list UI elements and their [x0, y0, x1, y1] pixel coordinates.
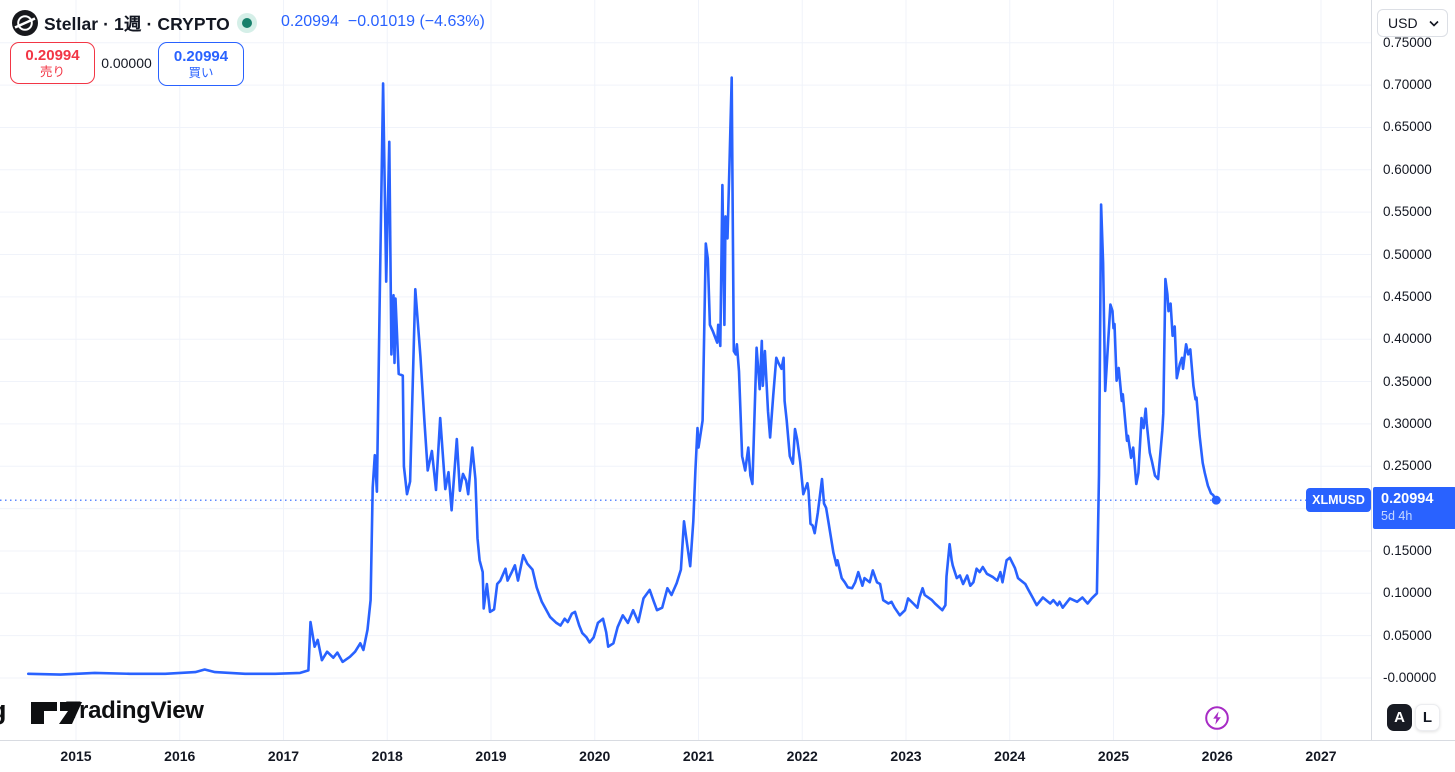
year-tick: 2015	[60, 748, 92, 764]
price-tick: 0.70000	[1383, 77, 1432, 93]
sell-price: 0.20994	[25, 46, 80, 64]
year-tick: 2025	[1097, 748, 1130, 764]
price-tick: 0.45000	[1383, 288, 1432, 304]
quote-values: 0.20994 −0.01019 (−4.63%)	[281, 13, 485, 31]
buy-button[interactable]: 0.20994 買い	[158, 42, 244, 86]
price-tick: 0.05000	[1383, 627, 1432, 643]
time-scale-axis[interactable]: 2015 2016 2017 2018 2019 2020 2021 2022 2023 2024…	[0, 740, 1455, 772]
price-tick: 0.60000	[1383, 161, 1432, 177]
buy-price: 0.20994	[173, 47, 229, 65]
price-tick: 0.75000	[1383, 34, 1432, 50]
last-price-value: 0.20994	[281, 13, 339, 30]
sell-label: 売り	[39, 64, 65, 79]
year-tick: 2018	[371, 748, 403, 764]
year-tick: 2019	[475, 748, 507, 764]
year-tick: 2023	[890, 748, 922, 764]
price-tick: 0.50000	[1383, 246, 1432, 262]
price-tick: 0.15000	[1383, 542, 1432, 558]
price-tick: -0.00000	[1383, 670, 1437, 685]
last-price-text: 0.20994	[1381, 491, 1434, 508]
bar-countdown: 5d 4h	[1381, 509, 1413, 524]
price-tick: 0.65000	[1383, 119, 1432, 135]
currency-unit-button[interactable]: USD	[1377, 9, 1448, 37]
last-price-label: 0.20994 5d 4h	[1373, 487, 1455, 530]
year-tick: 2017	[267, 748, 300, 764]
price-tick: 0.40000	[1383, 331, 1432, 347]
year-tick: 2026	[1201, 748, 1233, 764]
clipped-edge-glyph: g	[0, 695, 7, 726]
chart-header: Stellar · 1週 · CRYPTO 0.20994 −0.01019 (−…	[0, 0, 1100, 40]
price-scale-axis[interactable]: USD 0.75000 0.70000 0.65000 0.60000 0.55000 0…	[1371, 0, 1455, 772]
symbol-title[interactable]: Stellar · 1週 · CRYPTO	[44, 14, 230, 34]
chevron-down-icon	[1429, 20, 1439, 27]
lightning-boost-icon[interactable]	[1204, 705, 1230, 731]
tradingview-brand[interactable]: TradingView	[66, 697, 204, 724]
price-chart-canvas[interactable]	[0, 0, 1371, 740]
year-tick: 2024	[994, 748, 1026, 764]
year-tick: 2016	[164, 748, 196, 764]
year-tick: 2020	[579, 748, 611, 764]
price-tick: 0.30000	[1383, 415, 1432, 431]
series-symbol-tag: XLMUSD	[1306, 488, 1371, 513]
buy-label: 買い	[188, 65, 214, 80]
price-tick: 0.25000	[1383, 458, 1432, 474]
year-tick: 2022	[786, 748, 818, 764]
year-tick: 2021	[682, 748, 715, 764]
sell-button[interactable]: 0.20994 売り	[10, 42, 95, 84]
price-tick: 0.10000	[1383, 585, 1432, 601]
price-tick: 0.35000	[1383, 373, 1432, 389]
year-tick: 2027	[1305, 748, 1337, 764]
market-status-icon[interactable]	[237, 13, 257, 33]
stellar-logo-icon[interactable]	[11, 9, 39, 37]
price-tick: 0.55000	[1383, 204, 1432, 220]
currency-label: USD	[1388, 15, 1418, 31]
spread-value: 0.00000	[101, 55, 152, 71]
log-scale-button[interactable]: L	[1415, 704, 1440, 731]
tradingview-logo-icon[interactable]	[30, 700, 86, 726]
auto-scale-button[interactable]: A	[1387, 704, 1412, 731]
price-change-value: −0.01019 (−4.63%)	[347, 13, 485, 30]
